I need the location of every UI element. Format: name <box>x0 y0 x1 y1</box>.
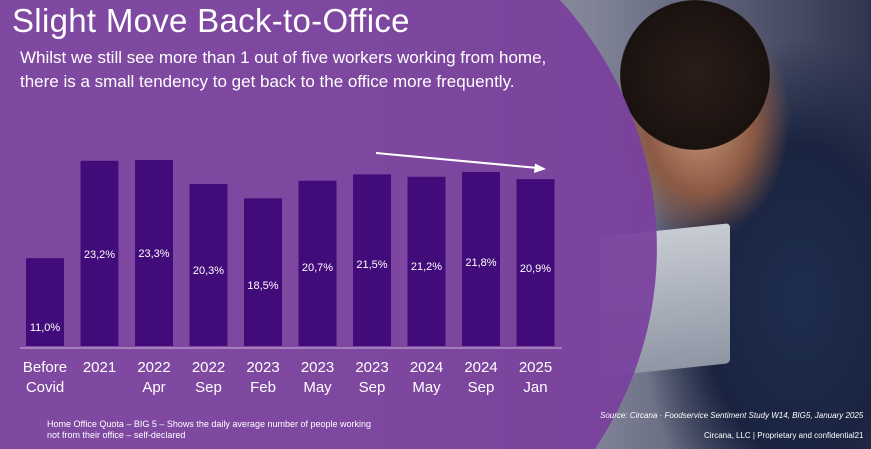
x-tick-sublabel-0: Covid <box>26 379 64 396</box>
page-title: Slight Move Back-to-Office <box>12 2 410 39</box>
value-label-2: 23,3% <box>138 248 169 260</box>
x-tick-label-2: 2022 <box>137 359 170 376</box>
x-tick-sublabel-8: Sep <box>468 379 495 396</box>
bar-1 <box>80 160 119 346</box>
bar-2 <box>135 160 173 346</box>
proprietary-text: Circana, LLC | Proprietary and confident… <box>704 431 855 440</box>
source-note: Source: Circana · Foodservice Sentiment … <box>600 411 864 420</box>
x-tick-label-0: Before <box>23 359 67 376</box>
page-subtitle: Whilst we still see more than 1 out of f… <box>20 46 546 94</box>
x-tick-sublabel-4: Feb <box>250 379 276 396</box>
value-label-0: 11,0% <box>30 322 61 334</box>
value-label-5: 20,7% <box>302 262 333 274</box>
bar-4 <box>244 198 282 346</box>
x-tick-label-7: 2024 <box>410 359 443 376</box>
x-tick-label-6: 2023 <box>355 359 388 376</box>
footnote: Home Office Quota – BIG 5 – Shows the da… <box>47 419 377 441</box>
x-tick-label-1: 2021 <box>83 359 116 376</box>
value-label-1: 23,2% <box>84 249 115 261</box>
subtitle-line-1: Whilst we still see more than 1 out of f… <box>20 48 547 67</box>
subtitle-line-2: there is a small tendency to get back to… <box>20 72 515 91</box>
x-tick-sublabel-2: Apr <box>142 379 165 396</box>
x-tick-sublabel-7: May <box>412 379 441 396</box>
x-tick-sublabel-6: Sep <box>359 379 386 396</box>
value-label-8: 21,8% <box>465 257 496 269</box>
x-tick-label-5: 2023 <box>301 359 334 376</box>
x-tick-label-9: 2025 <box>519 359 552 376</box>
bar-7 <box>407 176 446 346</box>
proprietary-note: Circana, LLC | Proprietary and confident… <box>704 431 864 440</box>
bar-9 <box>516 179 555 346</box>
x-tick-sublabel-5: May <box>303 379 332 396</box>
x-tick-sublabel-3: Sep <box>195 379 222 396</box>
bar-0 <box>26 258 64 346</box>
bar-5 <box>298 180 337 346</box>
x-tick-label-3: 2022 <box>192 359 225 376</box>
bar-3 <box>189 183 228 346</box>
trend-arrow <box>375 152 546 173</box>
bar-8 <box>462 171 500 346</box>
footnote-line-2: not from their office – self-declared <box>47 430 186 440</box>
x-tick-label-4: 2023 <box>246 359 279 376</box>
value-label-3: 20,3% <box>193 265 224 277</box>
footnote-line-1: Home Office Quota – BIG 5 – Shows the da… <box>47 419 372 429</box>
value-label-6: 21,5% <box>356 259 387 271</box>
x-tick-label-8: 2024 <box>464 359 497 376</box>
page-number: 21 <box>854 431 864 440</box>
value-label-7: 21,2% <box>411 261 442 273</box>
value-label-9: 20,9% <box>520 263 551 275</box>
woman-hair <box>620 0 770 150</box>
bar-6 <box>353 174 391 346</box>
value-label-4: 18,5% <box>247 280 278 292</box>
x-tick-sublabel-9: Jan <box>523 379 547 396</box>
